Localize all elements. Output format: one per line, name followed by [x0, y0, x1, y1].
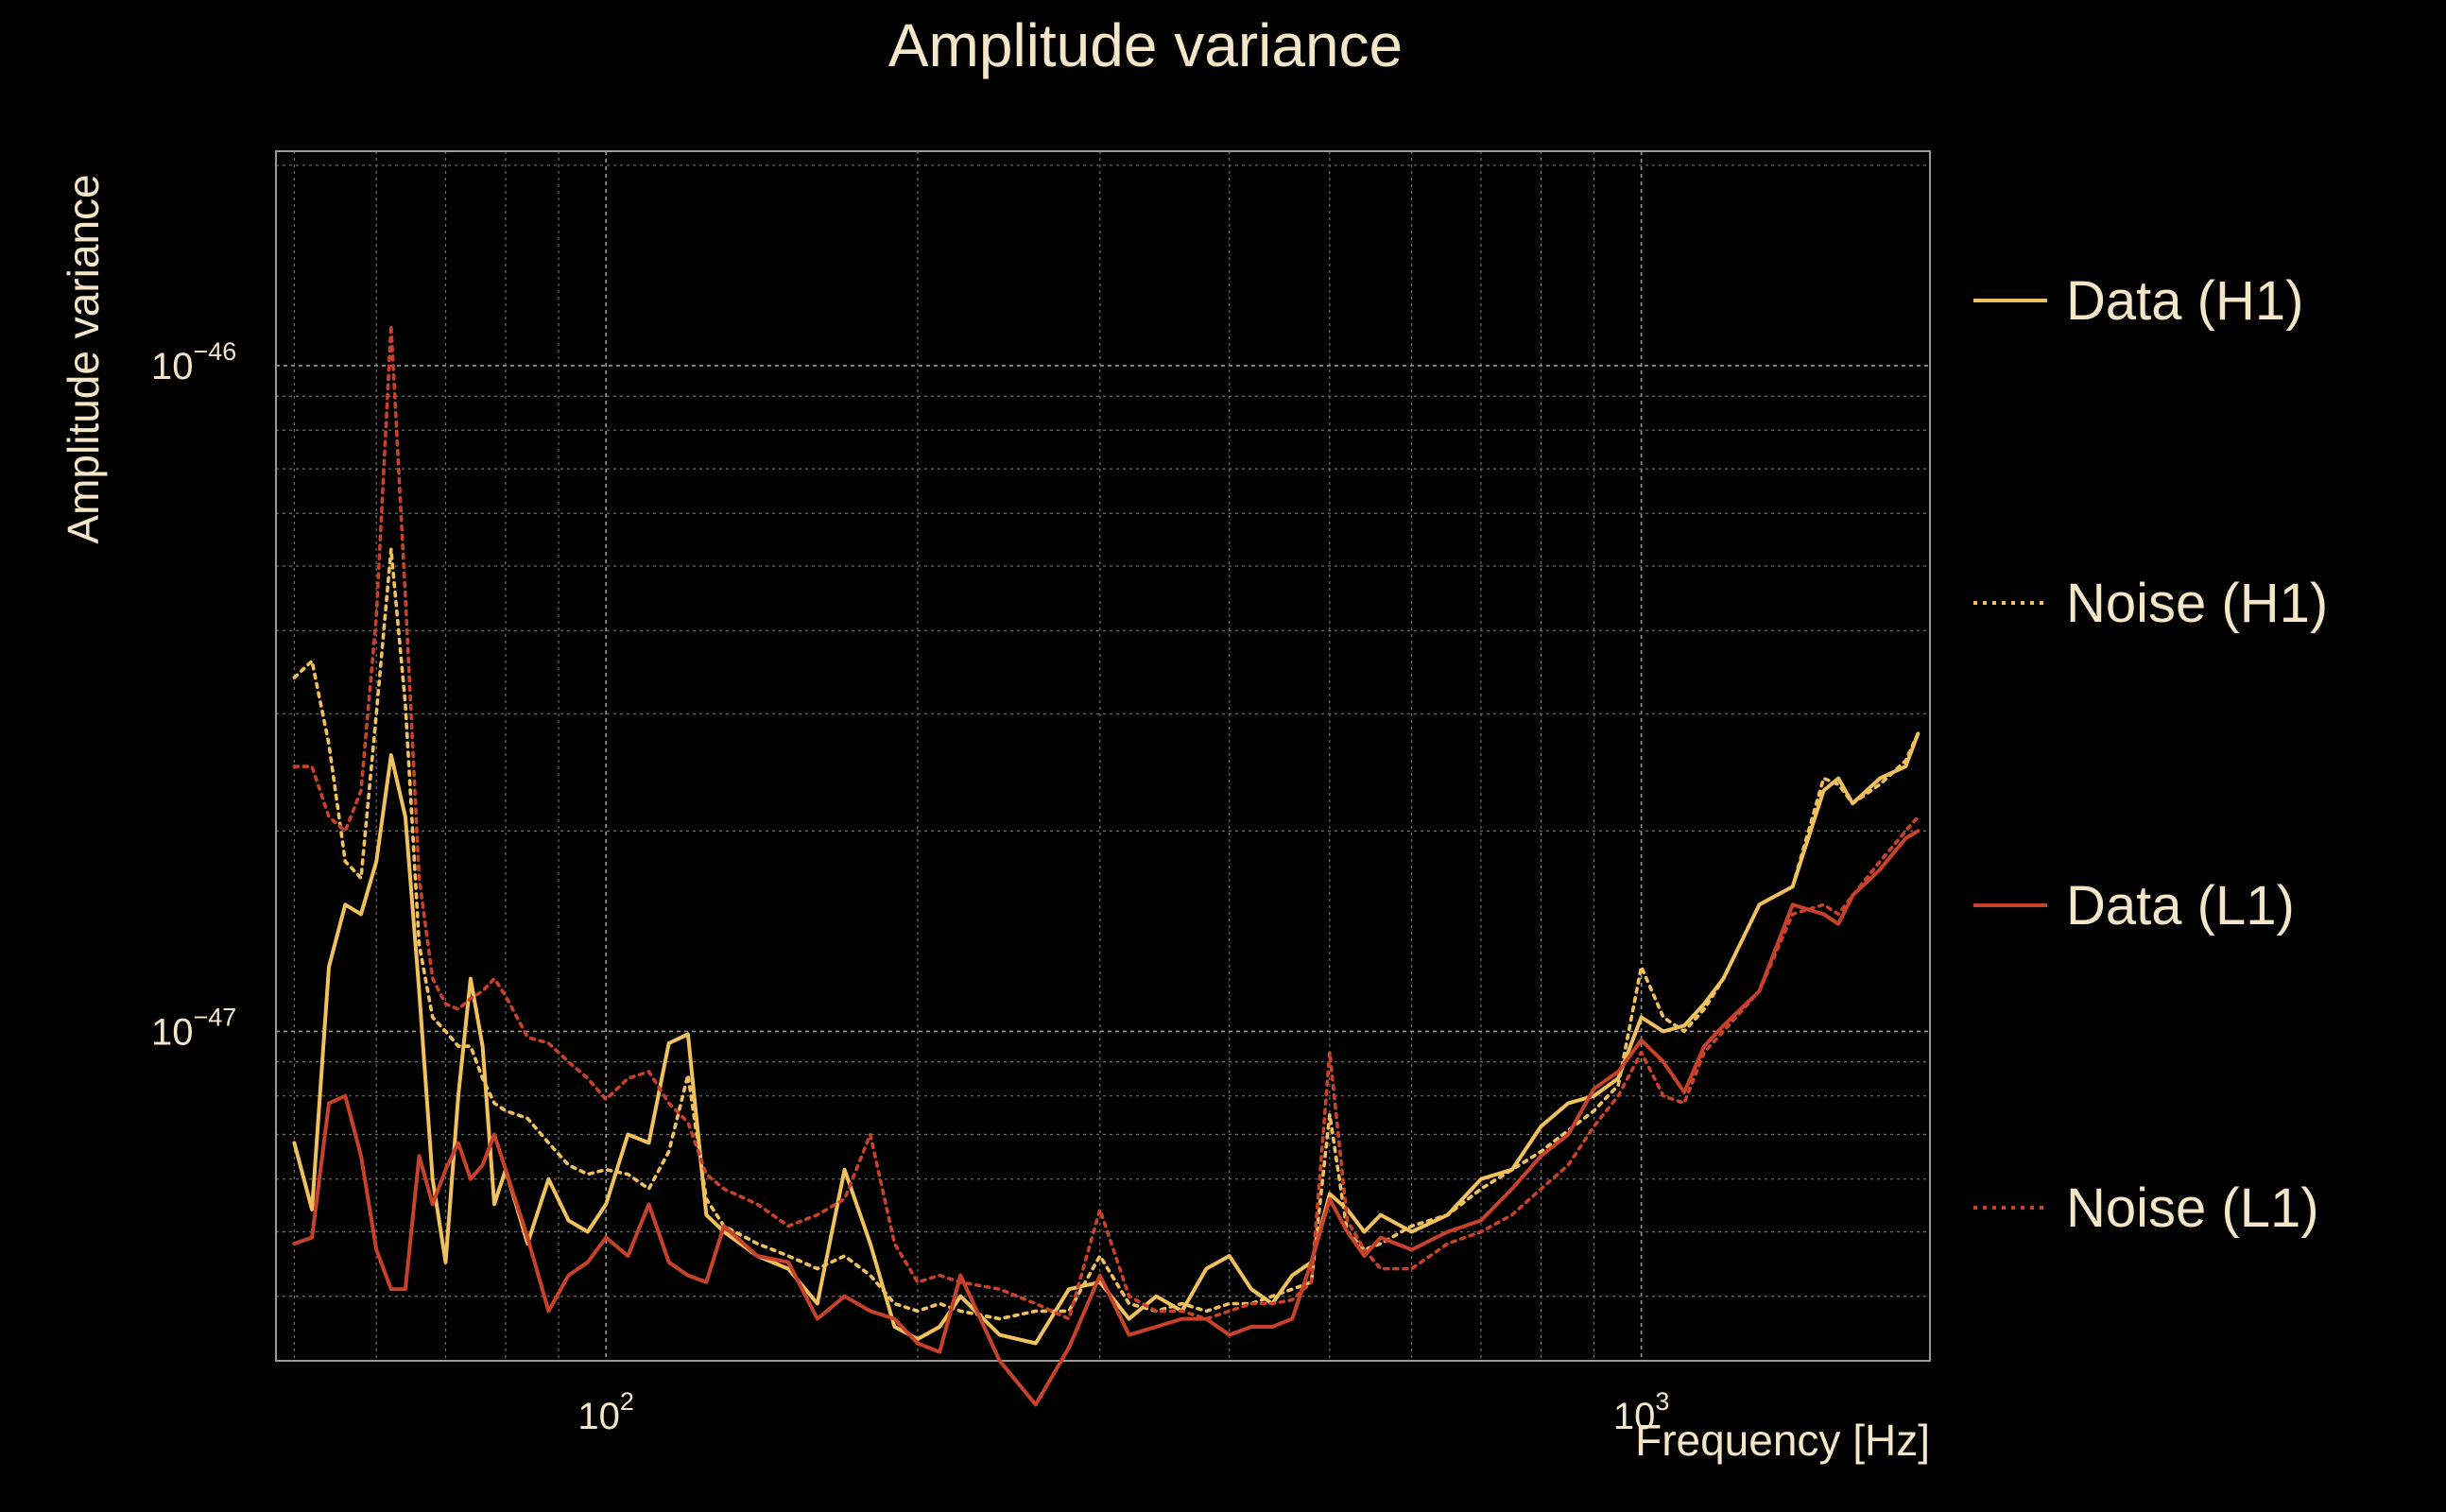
series-line-data-h1 — [292, 731, 1921, 1346]
grid-lines — [276, 151, 1930, 1361]
tick-labels: 102 103 10−47 10−46 — [151, 337, 1669, 1437]
y-axis-label: Amplitude variance — [59, 174, 108, 543]
chart-title: Amplitude variance — [888, 11, 1403, 79]
legend-label: Noise (L1) — [2066, 1177, 2319, 1239]
legend: Data (H1) Noise (H1) Data (L1) Noise (L1) — [1973, 270, 2328, 1239]
series-line-noise-h1 — [292, 547, 1921, 1321]
x-tick-label: 103 — [1613, 1387, 1670, 1437]
legend-label: Data (H1) — [2066, 270, 2303, 332]
series-line-noise-l1 — [292, 323, 1921, 1321]
y-tick-label: 10−46 — [151, 337, 236, 387]
plot-frame — [275, 150, 1931, 1362]
series-line-data-l1 — [292, 829, 1921, 1407]
y-tick-label: 10−47 — [151, 1003, 236, 1053]
series-lines — [292, 323, 1921, 1407]
legend-label: Data (L1) — [2066, 875, 2295, 936]
x-tick-label: 102 — [577, 1387, 634, 1437]
x-axis-label: Frequency [Hz] — [1635, 1416, 1930, 1465]
legend-label: Noise (H1) — [2066, 573, 2328, 634]
